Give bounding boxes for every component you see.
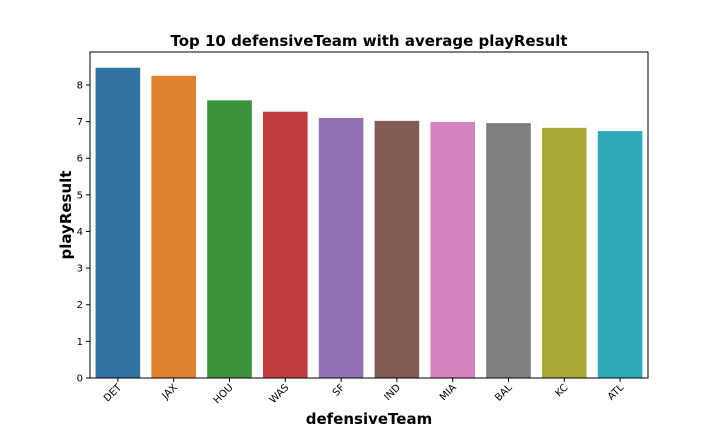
y-tick-label: 5 xyxy=(77,190,83,201)
x-tick-label: IND xyxy=(382,382,403,403)
bar-kc xyxy=(541,127,587,378)
y-tick-label: 3 xyxy=(77,264,83,275)
x-tick-label: JAX xyxy=(160,382,180,402)
chart-title: Top 10 defensiveTeam with average playRe… xyxy=(170,32,567,50)
bar-ind xyxy=(374,120,420,379)
x-tick-label: KC xyxy=(553,382,570,399)
bar-bal xyxy=(486,123,531,379)
bar-det xyxy=(95,67,141,379)
y-tick-label: 8 xyxy=(77,80,83,91)
bar-atl xyxy=(597,131,643,378)
x-tick-label: WAS xyxy=(268,382,292,406)
x-tick-label: ATL xyxy=(606,382,627,403)
x-axis-label: defensiveTeam xyxy=(306,410,432,428)
y-axis-label: playResult xyxy=(57,171,75,260)
y-tick-label: 2 xyxy=(77,300,83,311)
x-tick-label: MIA xyxy=(438,382,459,403)
bar-sf xyxy=(318,117,364,378)
bar-hou xyxy=(207,100,252,379)
x-tick-label: SF xyxy=(331,382,348,399)
x-tick-label: HOU xyxy=(212,382,236,406)
bar-was xyxy=(262,111,308,378)
x-tick-label: DET xyxy=(102,382,125,405)
bar-jax xyxy=(151,75,197,378)
bar-mia xyxy=(430,121,476,379)
y-tick-label: 1 xyxy=(77,337,83,348)
x-tick-label: BAL xyxy=(493,382,515,404)
y-tick-label: 4 xyxy=(77,227,83,238)
plot-frame xyxy=(89,51,649,379)
y-tick-label: 7 xyxy=(77,117,83,128)
plot-area: 0 1 2 3 4 5 6 7 8 DET JAX HOU WAS SF IND MIA BAL KC ATL xyxy=(77,67,643,406)
y-tick-label: 0 xyxy=(77,374,83,385)
y-tick-label: 6 xyxy=(77,154,83,165)
